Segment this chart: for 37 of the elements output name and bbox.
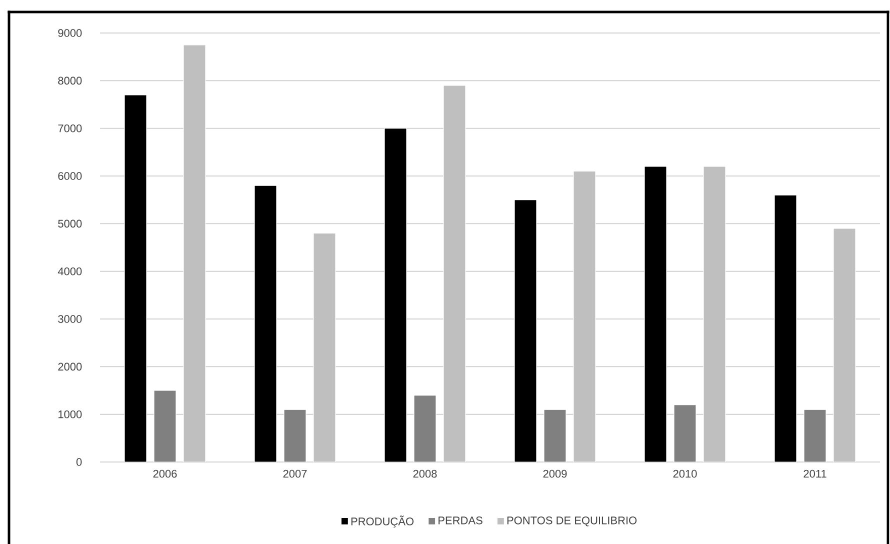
- legend-label: PERDAS: [438, 516, 482, 524]
- x-tick-label: 2008: [413, 470, 437, 478]
- x-tick-label: 2006: [153, 470, 177, 478]
- bar: [674, 404, 696, 462]
- bar: [443, 85, 466, 462]
- legend-label: PRODUÇÃO: [351, 516, 414, 528]
- x-tick-label: 2009: [543, 470, 567, 478]
- bar: [254, 185, 277, 462]
- bar: [183, 44, 206, 462]
- x-tick-label: 2011: [804, 470, 826, 478]
- bar: [833, 228, 856, 462]
- y-tick-label: 4000: [58, 267, 82, 276]
- y-tick-label: 5000: [58, 220, 82, 228]
- y-tick-label: 0: [76, 458, 82, 466]
- bar: [313, 232, 336, 462]
- x-tick-label: 2010: [673, 470, 697, 478]
- y-tick-label: 9000: [58, 29, 82, 37]
- bar: [544, 409, 566, 462]
- legend-label: PONTOS DE EQUILIBRIO: [507, 516, 637, 526]
- bar: [384, 128, 407, 462]
- bar: [124, 94, 147, 462]
- y-tick-label: 7000: [58, 124, 82, 132]
- y-tick-label: 8000: [58, 76, 82, 85]
- bar: [514, 200, 537, 462]
- y-tick-label: 6000: [58, 172, 82, 180]
- bar: [804, 409, 826, 462]
- bar: [644, 166, 667, 462]
- y-tick-label: 3000: [58, 315, 82, 323]
- bar: [573, 170, 596, 462]
- bar: [703, 166, 726, 462]
- bar: [414, 394, 436, 462]
- bar: [774, 194, 797, 462]
- y-tick-label: 2000: [58, 362, 82, 371]
- y-tick-label: 1000: [58, 410, 82, 418]
- x-tick-label: 2007: [283, 470, 307, 478]
- bar: [154, 390, 176, 462]
- bar: [284, 409, 306, 462]
